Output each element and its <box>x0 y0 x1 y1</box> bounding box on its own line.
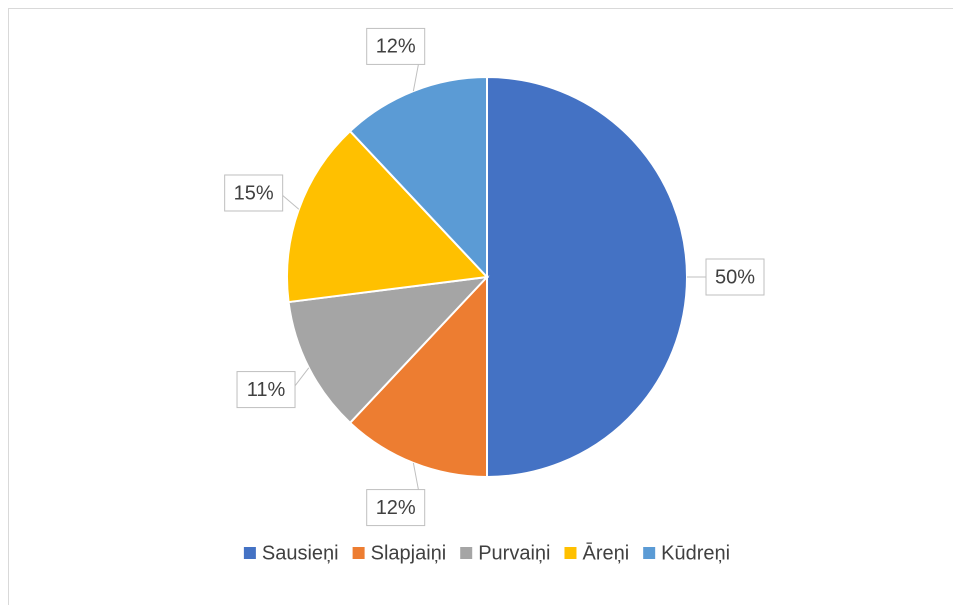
label-box <box>236 371 296 409</box>
legend-label: Purvaiņi <box>478 542 550 564</box>
legend-label: Sausieņi <box>262 542 339 564</box>
data-label-text: 12% <box>376 497 416 519</box>
pie-slice <box>348 75 488 280</box>
legend-label: Kūdreņi <box>661 542 730 564</box>
data-label-text: 12% <box>376 36 416 58</box>
label-box <box>224 174 284 212</box>
legend-swatch <box>352 547 365 559</box>
label-box <box>366 489 426 527</box>
data-label: 12% <box>366 27 426 92</box>
data-label: 11% <box>236 367 310 409</box>
pie-slice <box>348 274 488 479</box>
legend-swatch <box>564 547 577 559</box>
label-box <box>366 27 426 65</box>
legend-label: Slapjaiņi <box>371 542 447 564</box>
data-label-text: 50% <box>715 266 755 288</box>
data-label-text: 15% <box>234 182 274 204</box>
data-label: 50% <box>687 258 765 296</box>
label-box <box>705 258 765 296</box>
legend: Sausieņi Slapjaiņi Purvaiņi Āreņi Kūdreņi <box>243 541 730 564</box>
data-label: 15% <box>224 174 300 212</box>
data-label-text: 11% <box>247 379 286 401</box>
legend-swatch <box>243 547 256 559</box>
data-label: 12% <box>366 462 426 527</box>
legend-swatch <box>460 547 473 559</box>
legend-swatch <box>643 547 656 559</box>
legend-label: Āreņi <box>582 541 629 564</box>
